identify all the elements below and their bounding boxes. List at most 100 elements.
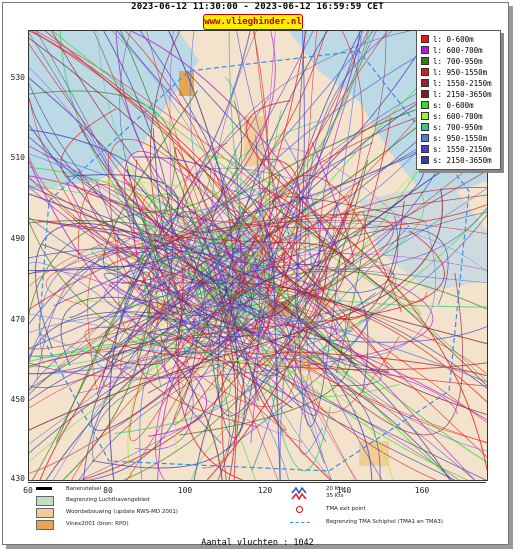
tma-boundary [38,50,470,472]
legend-swatch [421,156,429,164]
legend-label: s: 1550-2150m [433,145,492,154]
flight-track [102,35,487,387]
flight-track [29,228,449,390]
legend-item: l: 700-950m [421,57,483,67]
flight-track [221,174,403,480]
flight-track [29,166,212,358]
flight-track [183,31,374,311]
wind-35-label: 35 Kts [326,493,344,499]
x-tick-100: 100 [177,486,193,495]
flight-track [285,31,387,328]
legend-swatch [421,112,429,120]
flight-track [29,262,182,379]
flight-track [111,31,325,464]
flight-track [294,31,390,373]
x-tick-60: 60 [23,486,33,495]
flight-track [147,282,455,480]
flight-track [36,31,194,450]
flight-track [69,31,251,319]
flight-track [29,256,259,401]
legend-swatch [421,57,429,65]
legend-swatch [421,79,429,87]
map-key: Banenstelsel Begrenzing Luchthavengebied… [28,482,486,537]
flight-track [29,291,317,474]
flight-track [29,124,259,345]
flight-track [60,296,453,480]
tma-boundary-label: Begrenzing TMA Schiphol (TMA1 en TMA3) [326,519,443,525]
flight-track [29,193,338,318]
flight-track [262,31,474,259]
flight-track [188,141,487,389]
flight-track [29,230,445,367]
altitude-legend: l: 0-600m l: 600-700m l: 700-950m l: 950-15… [416,30,501,170]
y-tick-470: 470 [10,315,25,324]
flight-track [102,31,432,358]
legend-item: l: 2150-3650m [421,90,492,100]
runway-label: Banenstelsel [66,486,102,492]
flight-track [66,174,179,480]
legend-label: l: 950-1550m [433,68,488,77]
flight-track [243,317,356,480]
flight-track [73,217,475,480]
wind-icon [291,486,307,501]
flight-track [141,193,487,463]
flight-track [149,253,487,443]
flight-track [114,188,468,480]
y-tick-530: 530 [10,73,25,82]
legend-label: l: 0-600m [433,35,474,44]
flight-track [29,292,355,463]
flight-track [29,251,246,454]
tma-boundary-icon [290,522,310,523]
legend-label: l: 700-950m [433,57,483,66]
y-tick-490: 490 [10,234,25,243]
flight-track [221,96,487,213]
legend-swatch [421,46,429,54]
legend-item: l: 0-600m [421,35,474,45]
legend-swatch [421,145,429,153]
y-tick-510: 510 [10,153,25,162]
flight-track [29,145,338,329]
flight-track [126,254,296,480]
flight-track [246,100,487,470]
flight-track [195,31,377,321]
runway-swatch [36,487,52,490]
y-tick-450: 450 [10,395,25,404]
flight-track [45,171,425,480]
flight-track [175,360,394,480]
legend-label: l: 600-700m [433,46,483,55]
flight-count: Aantal vluchten : 1042 [201,538,314,548]
flight-track [29,100,242,314]
legend-swatch [421,134,429,142]
flight-track [82,158,301,480]
residential-swatch [36,508,54,518]
residential-block [179,71,194,96]
flight-track [139,31,281,283]
flight-track [78,125,487,345]
flight-track [29,215,399,293]
legend-label: l: 1550-2150m [433,79,492,88]
legend-item: l: 1550-2150m [421,79,492,89]
flight-track [29,160,208,437]
flight-track [175,61,487,358]
legend-item: s: 700-950m [421,123,483,133]
flight-track [124,31,464,310]
flight-track [217,31,350,417]
flight-track [103,272,487,480]
legend-swatch [421,68,429,76]
flight-track [29,190,425,368]
flight-track [144,31,297,408]
legend-item: l: 600-700m [421,46,483,56]
legend-item: s: 950-1550m [421,134,487,144]
legend-item: l: 950-1550m [421,68,487,78]
flight-track [29,274,290,409]
wind-20-label: 20 Kts [326,486,344,492]
flight-track [154,211,487,452]
legend-label: s: 0-600m [433,101,474,110]
flight-track [191,209,487,480]
legend-label: s: 950-1550m [433,134,488,143]
flight-track [299,31,363,455]
brand-badge[interactable]: www.vlieghinder.nl [203,14,303,30]
flight-track [202,301,487,383]
legend-swatch [421,101,429,109]
flight-track [60,108,487,229]
